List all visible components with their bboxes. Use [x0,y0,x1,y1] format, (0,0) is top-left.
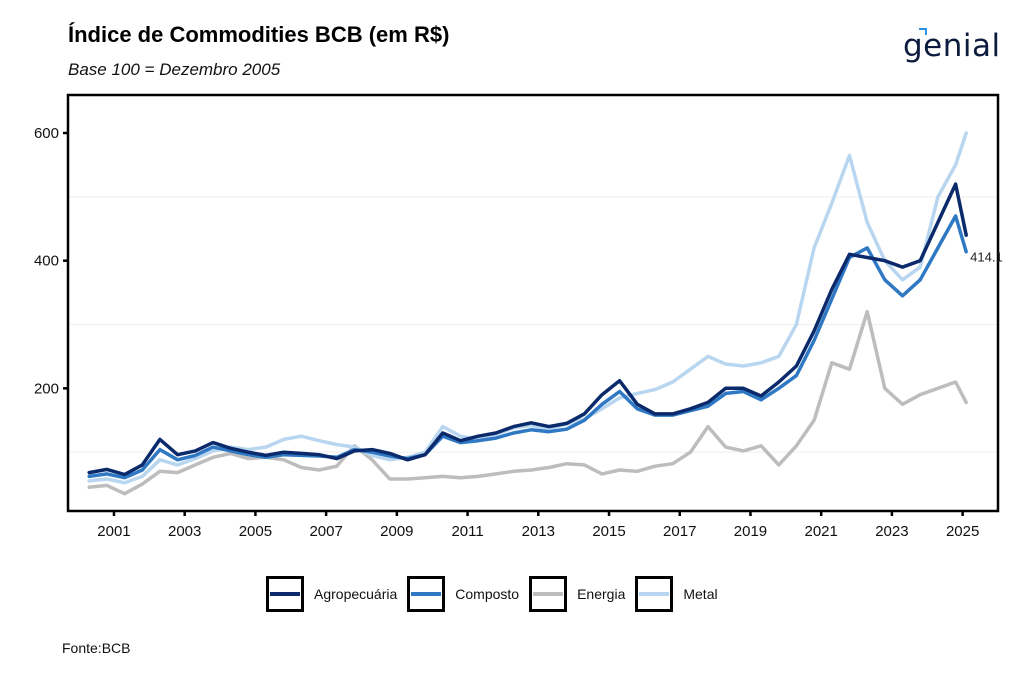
x-tick-label: 2025 [946,523,979,540]
series-line-composto [87,214,968,480]
legend-item-energia[interactable]: Energia [529,576,629,612]
legend: Agropecuária Composto Energia Metal [266,576,728,612]
legend-swatch [533,592,564,596]
y-tick-label: 200 [34,380,59,397]
logo-accent-icon [919,28,927,35]
x-axis: 2001 2003 2005 2007 2009 2011 2013 2015 2017 2019… [97,511,979,540]
x-tick-label: 2021 [805,523,838,540]
legend-swatch [411,592,442,596]
x-tick-label: 2019 [734,523,767,540]
x-tick-label: 2003 [168,523,201,540]
x-tick-label: 2007 [309,523,342,540]
x-tick-label: 2013 [522,523,555,540]
legend-item-agropecuaria[interactable]: Agropecuária [266,576,401,612]
legend-label: Metal [683,586,718,602]
x-tick-label: 2023 [875,523,908,540]
y-axis: 200 400 600 [34,125,68,397]
plot-frame [66,93,1000,513]
x-tick-label: 2001 [97,523,130,540]
x-tick-label: 2015 [592,523,625,540]
source-note: Fonte:BCB [62,640,131,656]
legend-swatch [639,592,670,596]
legend-label: Agropecuária [314,586,398,602]
series-line-energia [87,309,968,496]
end-value-label: 414.1 [970,250,1003,265]
grid-lines [68,196,998,453]
chart-title: Índice de Commodities BCB (em R$) [68,22,450,47]
x-tick-label: 2009 [380,523,413,540]
legend-swatch [270,592,300,596]
legend-label: Energia [577,586,626,602]
legend-key-metal [635,576,674,612]
legend-item-composto[interactable]: Composto [407,576,523,612]
legend-item-metal[interactable]: Metal [635,576,721,612]
x-tick-label: 2017 [663,523,696,540]
x-tick-label: 2011 [451,523,483,540]
chart-subtitle: Base 100 = Dezembro 2005 [68,60,281,79]
y-tick-label: 600 [34,125,59,142]
legend-key-composto [407,576,446,612]
genial-logo: genial [903,28,1001,64]
legend-label: Composto [455,586,520,602]
legend-key-energia [529,576,568,612]
series-line-agropecuaria [87,182,968,477]
x-tick-label: 2005 [239,523,272,540]
series-layer [87,131,968,496]
y-tick-label: 400 [34,253,59,270]
legend-key-agropecuaria [266,576,304,612]
